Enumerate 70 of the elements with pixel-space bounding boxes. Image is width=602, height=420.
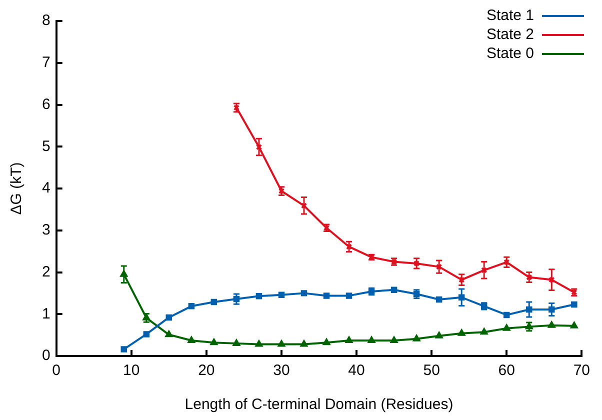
point: [503, 324, 510, 331]
point: [526, 274, 532, 280]
y-axis-title: ΔG (kT): [8, 162, 26, 215]
point: [300, 340, 308, 347]
point: [300, 202, 308, 209]
point: [503, 312, 510, 318]
point: [256, 293, 262, 300]
y-tick-label: 3: [42, 222, 50, 239]
point: [255, 340, 263, 347]
y-tick-label: 7: [42, 54, 50, 72]
point: [390, 286, 398, 293]
y-tick-label: 4: [42, 180, 50, 197]
point: [458, 294, 465, 300]
x-tick-label: 30: [273, 362, 290, 380]
y-tick-label: 0: [42, 347, 50, 364]
point: [570, 322, 578, 328]
point: [345, 336, 353, 344]
point: [503, 259, 510, 266]
legend-label: State 1: [486, 6, 534, 25]
point: [436, 264, 442, 270]
point: [120, 346, 128, 352]
point: [232, 339, 240, 346]
point: [435, 332, 443, 338]
point: [526, 322, 533, 330]
y-tick-label: 6: [42, 96, 50, 113]
y-tick-label: 1: [42, 305, 50, 322]
point: [188, 336, 196, 344]
point: [480, 267, 488, 274]
point: [143, 331, 150, 338]
point: [436, 296, 442, 303]
point: [571, 301, 578, 308]
y-tick-label: 2: [42, 263, 50, 280]
point: [413, 260, 420, 267]
legend-label: State 2: [486, 25, 534, 44]
point: [548, 276, 555, 283]
point: [322, 338, 330, 346]
point: [346, 292, 352, 299]
y-tick-label: 5: [42, 138, 50, 155]
point: [210, 338, 218, 346]
x-tick-label: 60: [498, 362, 515, 380]
x-tick-label: 50: [423, 362, 440, 380]
point: [412, 334, 420, 342]
point: [458, 329, 466, 336]
x-axis-title: Length of C-terminal Domain (Residues): [184, 396, 454, 414]
point: [120, 270, 128, 277]
point: [548, 321, 556, 328]
x-tick-label: 20: [198, 362, 215, 380]
x-tick-label: 10: [123, 362, 140, 380]
point: [346, 244, 352, 250]
point: [458, 276, 465, 283]
point: [278, 292, 285, 298]
legend-label: State 0: [486, 44, 534, 63]
point: [368, 336, 376, 344]
point: [166, 314, 172, 321]
y-tick-label: 8: [42, 12, 50, 30]
point: [480, 328, 488, 335]
point: [300, 290, 308, 296]
point: [278, 340, 286, 347]
point: [233, 296, 240, 302]
x-tick-label: 70: [573, 362, 590, 380]
point: [526, 306, 532, 313]
point: [548, 306, 555, 313]
point: [256, 144, 262, 150]
point: [210, 298, 218, 306]
x-tick-label: 40: [348, 362, 365, 380]
point: [323, 292, 330, 299]
point: [165, 330, 173, 338]
point: [142, 314, 150, 320]
point: [188, 303, 195, 310]
point: [390, 336, 398, 344]
